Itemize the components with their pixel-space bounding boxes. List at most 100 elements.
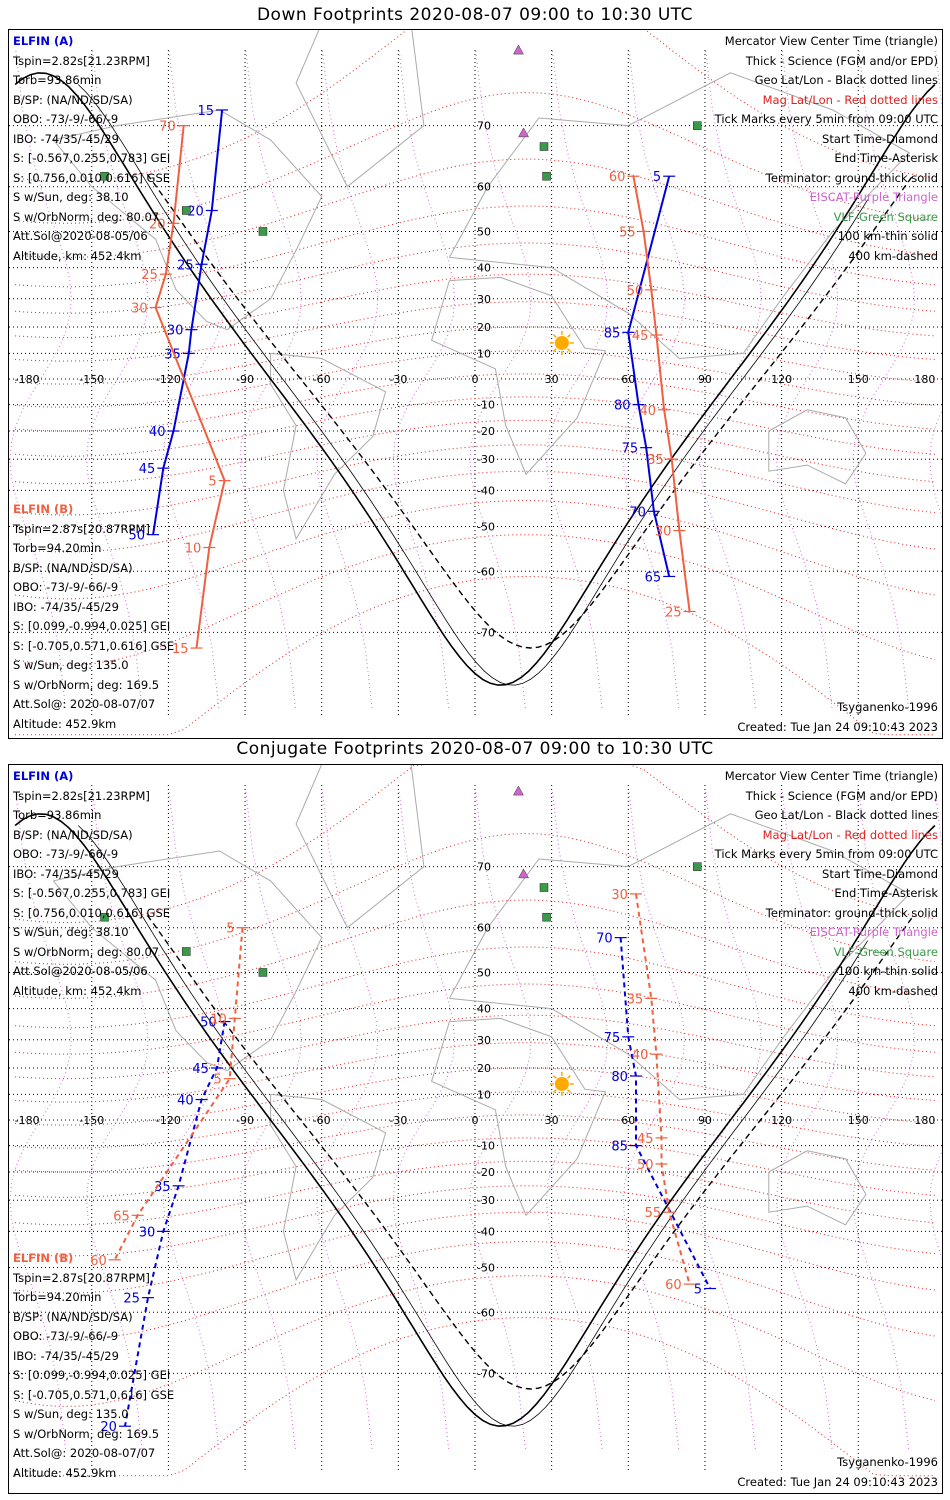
map-canvas: -180 -150 -120 -90 -60 -30 0 30 60 90 120 150 180 70 6… [9, 30, 942, 736]
tick-label: 35 [154, 1180, 171, 1195]
coastlines [53, 765, 911, 1282]
tick-label: 60 [665, 1278, 682, 1293]
sat-a-info: ELFIN (A) Tspin=2.82s[21.23RPM] Torb=93.8… [13, 32, 170, 263]
lat-tick-label: -40 [477, 1225, 495, 1238]
created-label: Created: Tue Jan 24 09:10:43 2023 [737, 720, 938, 734]
info-line: S: [-0.567,0.255,0.783] GEI [13, 151, 171, 165]
tick-label: 55 [645, 1206, 662, 1221]
panel-title: Conjugate Footprints 2020-08-07 09:00 to… [236, 739, 714, 759]
lon-tick-label: 90 [698, 373, 712, 386]
lat-tick-label: -40 [477, 484, 495, 497]
lat-tick-label: 30 [477, 1034, 491, 1047]
info-line: OBO: -73/-9/-66/-9 [13, 847, 119, 861]
tick-label: 20 [187, 204, 204, 219]
tick-label: 10 [210, 1012, 227, 1027]
tick-label: 75 [622, 442, 639, 457]
info-line: S w/Sun, deg: 135.0 [13, 658, 129, 672]
tick-label: 50 [129, 529, 146, 544]
tick-label: 10 [185, 542, 202, 557]
vlf-square-icon [258, 968, 268, 977]
mag-longitude-line [852, 50, 916, 708]
info-line: Torb=94.20min [13, 1290, 102, 1304]
vlf-square-icon [182, 947, 191, 956]
down-footprints-map: -180 -150 -120 -90 -60 -30 0 30 60 90 120 150 180 70 6… [8, 29, 943, 739]
lat-tick-label: 60 [477, 181, 491, 194]
tick-label: 25 [177, 258, 194, 273]
lat-tick-label: -10 [477, 399, 495, 412]
track-line [627, 175, 671, 577]
mag-longitude-line [622, 50, 686, 708]
tick-label: 5 [226, 922, 234, 937]
lon-tick-label: -90 [236, 1114, 254, 1127]
info-line: S w/OrbNorm, deg: 80.07 [13, 944, 160, 959]
legend-item: 400 km-dashed [848, 248, 938, 263]
geo-grid [9, 50, 942, 718]
mag-longitude-line [162, 50, 226, 708]
tick-label: 5 [208, 475, 216, 490]
coastline [448, 813, 911, 1101]
track-line [635, 893, 691, 1285]
coastline [430, 1017, 607, 1217]
tick-label: 70 [159, 120, 176, 135]
lon-tick-label: -180 [15, 1114, 40, 1127]
lat-tick-label: -20 [477, 1166, 495, 1179]
coastline [295, 765, 425, 929]
mag-latitude-line [15, 1042, 935, 1103]
info-line: S: [-0.705,0.571,0.616] GSE [13, 638, 175, 653]
mag-latitude-line [15, 1091, 935, 1149]
eiscat-triangle-icon [513, 44, 524, 55]
tick-label: 85 [604, 326, 621, 341]
lat-tick-label: 60 [477, 922, 491, 935]
sat-a-name: ELFIN (A) [13, 769, 74, 783]
coastline [430, 276, 607, 476]
mag-latitude-line [15, 1137, 935, 1198]
tick-label: 65 [113, 1209, 130, 1224]
lon-tick-label: -60 [313, 373, 331, 386]
sat-b-name: ELFIN (B) [13, 502, 74, 516]
info-line: Tspin=2.82s[21.23RPM] [13, 788, 150, 803]
legend-item: Mercator View Center Time (triangle) [724, 34, 938, 48]
tick-label: 50 [637, 1158, 654, 1173]
info-line: Torb=93.86min [13, 808, 102, 822]
tick-label: 60 [609, 170, 626, 185]
info-line: Torb=93.86min [13, 73, 102, 87]
mag-latitude-line [15, 899, 935, 999]
lon-tick-label: -60 [313, 1114, 331, 1127]
mag-longitude-line [775, 791, 839, 1449]
mag-longitude-line [316, 50, 379, 708]
info-line: IBO: -74/35/-45/29 [13, 599, 119, 614]
lon-tick-label: -30 [389, 1114, 407, 1127]
coastline [295, 30, 425, 188]
legend-item: Mag Lat/Lon - Red dotted lines [762, 827, 938, 842]
model-label: Tsyganenko-1996 [837, 1455, 938, 1469]
map-canvas: -180 -150 -120 -90 -60 -30 0 30 60 90 120 150 180 70 6… [9, 765, 942, 1477]
lon-tick-label: 0 [472, 1114, 479, 1127]
info-line: OBO: -73/-9/-66/-9 [13, 580, 119, 594]
info-line: S w/Sun, deg: 135.0 [13, 1407, 129, 1421]
info-line: Att.Sol@2020-08-05/06 [13, 964, 148, 978]
lon-tick-label: 30 [545, 373, 559, 386]
mag-latitude-line [15, 373, 935, 432]
vlf-square-icon [100, 171, 109, 181]
info-line: S w/OrbNorm, deg: 169.5 [13, 1426, 160, 1441]
mag-longitude-line [162, 791, 226, 1449]
legend: Mercator View Center Time (triangle) Thic… [715, 32, 938, 266]
coastline [270, 1093, 387, 1282]
lat-tick-label: -60 [477, 565, 495, 578]
track-elfin-b: 5 10 5 65 60 30 35 40 45 50 55 60 [90, 888, 696, 1293]
lat-tick-label: 40 [477, 262, 491, 275]
tick-label: 20 [149, 217, 166, 232]
legend-item: Mag Lat/Lon - Red dotted lines [762, 92, 938, 107]
vlf-square-icon [542, 912, 551, 922]
mag-longitude-line [239, 791, 302, 1449]
legend-item: Tick Marks every 5min from 09:00 UTC [714, 847, 938, 861]
mag-longitude-line [699, 50, 762, 708]
sat-a-name: ELFIN (A) [13, 34, 74, 48]
coastlines [53, 30, 911, 541]
info-line: B/SP: (NA/ND/SD/SA) [13, 560, 133, 575]
mag-latitude-line [15, 350, 935, 408]
info-line: S w/Sun, deg: 38.10 [13, 190, 129, 204]
mag-latitude-line [15, 534, 936, 666]
tick-label: 30 [611, 888, 628, 903]
tick-label: 65 [645, 570, 662, 585]
